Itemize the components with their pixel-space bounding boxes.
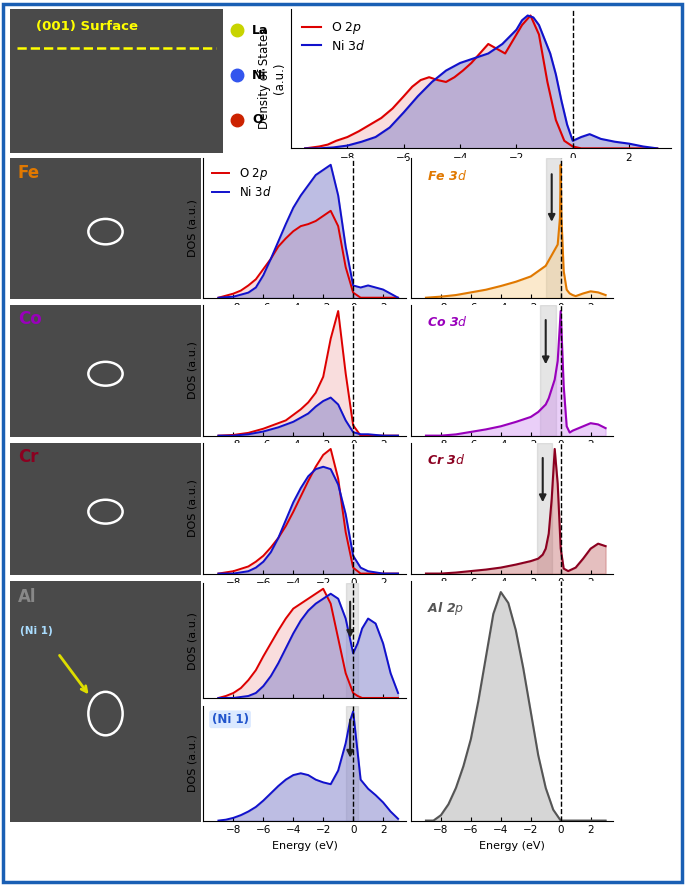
Legend: O 2$p$, Ni 3$d$: O 2$p$, Ni 3$d$ <box>297 15 371 58</box>
Y-axis label: DOS (a.u.): DOS (a.u.) <box>188 611 198 670</box>
X-axis label: Energy (eV): Energy (eV) <box>479 594 545 604</box>
Y-axis label: DOS (a.u.): DOS (a.u.) <box>188 734 198 792</box>
X-axis label: Energy (eV): Energy (eV) <box>447 169 516 182</box>
Y-axis label: Density of States
(a.u.): Density of States (a.u.) <box>258 28 286 129</box>
Y-axis label: DOS (a.u.): DOS (a.u.) <box>188 199 198 257</box>
Text: O: O <box>252 113 262 126</box>
X-axis label: Energy (eV): Energy (eV) <box>271 594 338 604</box>
Text: (Ni 1): (Ni 1) <box>212 713 249 726</box>
Text: Ni: Ni <box>252 68 266 82</box>
Text: Cr: Cr <box>18 448 38 466</box>
Y-axis label: DOS (a.u.): DOS (a.u.) <box>188 479 198 537</box>
Text: Al: Al <box>18 588 36 606</box>
Text: (Ni 1): (Ni 1) <box>20 626 53 636</box>
Text: Al 2$p$: Al 2$p$ <box>427 600 464 617</box>
X-axis label: Energy (eV): Energy (eV) <box>271 318 338 328</box>
Text: Co 3$d$: Co 3$d$ <box>427 315 468 330</box>
Text: Co: Co <box>18 310 42 328</box>
Text: (001) Surface: (001) Surface <box>36 20 138 34</box>
Bar <box>546 158 561 298</box>
Bar <box>346 706 358 820</box>
X-axis label: Energy (eV): Energy (eV) <box>479 318 545 328</box>
Legend: O 2$p$, Ni 3$d$: O 2$p$, Ni 3$d$ <box>210 164 274 201</box>
Text: Fe: Fe <box>18 164 40 182</box>
Text: Cr 3$d$: Cr 3$d$ <box>427 453 466 467</box>
X-axis label: Energy (eV): Energy (eV) <box>271 841 338 851</box>
Text: La: La <box>252 24 269 37</box>
Bar <box>346 583 358 698</box>
Y-axis label: DOS (a.u.): DOS (a.u.) <box>188 341 198 400</box>
Bar <box>540 305 556 436</box>
X-axis label: Energy (eV): Energy (eV) <box>271 456 338 466</box>
Text: Fe 3$d$: Fe 3$d$ <box>427 169 467 183</box>
X-axis label: Energy (eV): Energy (eV) <box>479 456 545 466</box>
Bar <box>537 443 551 573</box>
X-axis label: Energy (eV): Energy (eV) <box>479 841 545 851</box>
